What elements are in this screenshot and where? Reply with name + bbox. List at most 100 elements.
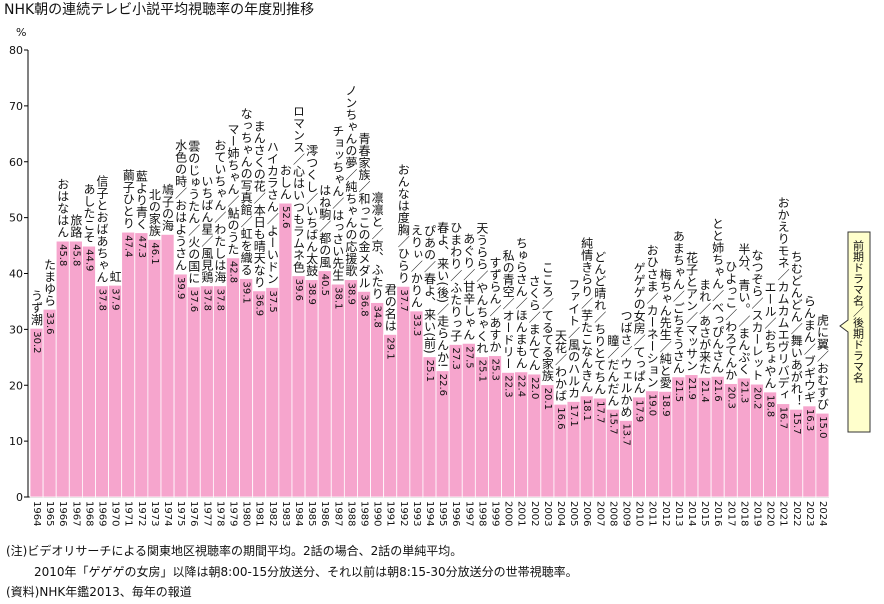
bar-title: 北の家族: [147, 188, 161, 237]
bar-title: ハイカラさん／よーいドン: [265, 140, 279, 284]
bar-title: まれ／あさが来た: [698, 278, 712, 374]
value-label: 37.9: [110, 288, 121, 310]
bar: [291, 275, 306, 498]
bar-title: 澪つくし／いちばん太鼓: [305, 144, 319, 277]
value-label: 42.8: [228, 261, 239, 283]
x-tick-label: 2014: [686, 501, 697, 526]
value-label: 27.5: [463, 346, 474, 368]
x-tick-label: 2019: [751, 501, 762, 526]
y-tick-label: 60: [9, 156, 23, 169]
x-tick-label: 2022: [791, 501, 802, 526]
bar-title: 青春家族／和っこの金メダル: [357, 132, 371, 288]
bar-title: 天花／わかば: [553, 329, 567, 401]
bar: [29, 327, 44, 498]
x-tick-label: 1976: [188, 501, 199, 526]
value-label: 40.5: [319, 274, 330, 296]
x-tick-label: 1965: [44, 501, 55, 526]
bar: [357, 290, 371, 498]
bar-title: こころ／てるてる家族: [540, 262, 554, 383]
x-tick-label: 1994: [424, 501, 435, 526]
value-label: 19.0: [647, 394, 658, 416]
bar-title: とと姉ちゃん／べっぴんさん: [711, 217, 725, 373]
bar-title: エール／おちょやん: [763, 281, 777, 389]
value-label: 16.6: [555, 407, 566, 429]
bar-title: おていちゃん／わたしは海: [213, 138, 227, 282]
bar-title: はね駒／都の風: [318, 183, 332, 267]
bar-title: おひさま／カーネーション: [645, 243, 659, 387]
value-label: 21.3: [738, 381, 749, 403]
bar-title: おんなは度胸／ひらり: [396, 163, 410, 283]
bar-title: いちばん星／風見鶏: [200, 175, 214, 284]
bar-title: ノンちゃんの夢／純ちゃんの応援歌: [344, 85, 358, 277]
y-tick-label: 30: [9, 323, 23, 336]
y-tick-label: 0: [16, 491, 23, 504]
x-tick-label: 2016: [712, 501, 723, 526]
value-label: 21.6: [712, 379, 723, 401]
x-tick-label: 1973: [149, 501, 160, 526]
bar-title: さくら／まんてん: [527, 275, 541, 371]
callout: 前期ドラマ名／後期ドラマ名: [852, 239, 865, 383]
value-label: 38.1: [332, 287, 343, 309]
bar-title: 私の青空／オードリー: [501, 249, 515, 369]
x-tick-label: 1971: [123, 501, 134, 526]
x-tick-label: 1992: [398, 501, 409, 526]
value-label: 20.3: [725, 387, 736, 409]
x-tick-label: 1999: [489, 501, 500, 526]
bar: [68, 240, 83, 498]
bar: [396, 285, 411, 498]
value-label: 37.7: [398, 289, 409, 311]
value-label: 15.0: [817, 416, 828, 438]
bar-title: どんど晴れ／ちりとてちん: [593, 251, 607, 395]
bar-title: 鳩子の海: [161, 183, 175, 231]
bar-title: つばさ／ウェルかめ: [619, 309, 633, 417]
bar-title: なっちゃんの写真館／虹を織る: [239, 107, 253, 275]
x-tick-label: 1986: [319, 501, 330, 526]
x-tick-label: 1974: [162, 501, 173, 526]
value-label: 20.1: [542, 388, 553, 410]
value-label: 21.4: [699, 380, 710, 402]
y-tick-label: 40: [9, 268, 23, 281]
y-tick-label: 80: [9, 44, 23, 57]
x-tick-label: 2004: [555, 501, 566, 526]
bar-title: 瞳／だんだん: [606, 333, 620, 406]
x-tick-label: 2009: [620, 501, 631, 526]
value-label: 18.1: [581, 399, 592, 421]
value-label: 22.6: [437, 374, 448, 396]
value-label: 15.7: [791, 412, 802, 434]
bar: [173, 273, 188, 498]
x-tick-label: 1998: [476, 501, 487, 526]
bar-title: 藍より青く: [134, 169, 148, 229]
x-tick-label: 1989: [359, 501, 370, 526]
value-label: 39.1: [241, 282, 252, 304]
bar-title: 花子とアン／マッサン: [684, 250, 698, 371]
x-tick-label: 1975: [175, 501, 186, 526]
x-tick-label: 2015: [699, 501, 710, 526]
chart-title: NHK朝の連続テレビ小説平均視聴率の年度別推移: [4, 1, 314, 18]
bar-title: ひよっこ／わろてんか: [724, 261, 738, 381]
bar: [199, 285, 214, 498]
bar: [212, 285, 227, 498]
x-tick-label: 1983: [280, 501, 291, 526]
bar-title: 凛凛と／京、ふたり: [370, 190, 384, 299]
bar-title: ひまわり／ふたりっ子: [449, 221, 463, 341]
value-label: 29.1: [385, 337, 396, 359]
bar-title: 信子とおばあちゃん: [95, 174, 109, 282]
x-tick-label: 1987: [332, 501, 343, 526]
callout-box: [839, 231, 871, 433]
value-label: 16.3: [804, 409, 815, 431]
bar-title: 雲のじゅうたん／火の国に: [187, 139, 201, 283]
value-label: 46.1: [149, 242, 160, 264]
bar: [330, 283, 345, 498]
value-label: 20.2: [751, 387, 762, 409]
x-tick-label: 1979: [228, 501, 239, 526]
value-label: 18.9: [660, 394, 671, 416]
value-label: 25.3: [489, 359, 500, 381]
x-tick-label: 2023: [804, 501, 815, 526]
x-tick-label: 1972: [136, 501, 147, 526]
bar: [226, 257, 240, 498]
value-label: 37.5: [267, 290, 278, 312]
x-tick-label: 2018: [738, 501, 749, 526]
value-label: 37.8: [201, 289, 212, 311]
value-label: 13.7: [620, 423, 631, 445]
x-tick-label: 1988: [345, 501, 356, 526]
